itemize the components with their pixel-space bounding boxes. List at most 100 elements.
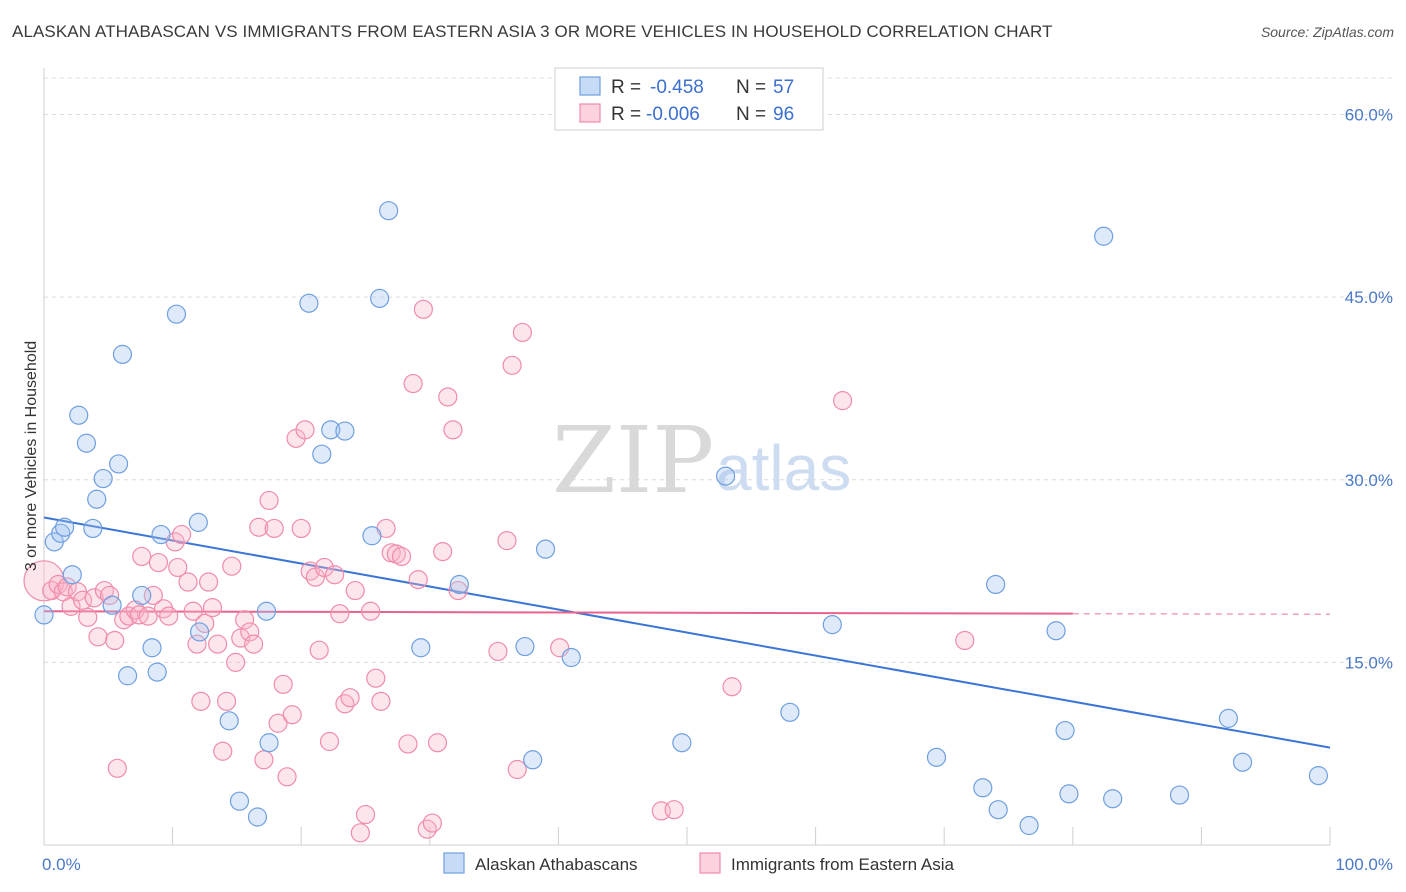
watermark-atlas: atlas	[716, 432, 851, 504]
point-alaskan-athabascans	[62, 565, 82, 585]
point-alaskan-athabascans	[1169, 785, 1190, 805]
point-alaskan-athabascans	[93, 468, 113, 489]
point-alaskan-athabascans	[54, 517, 75, 537]
point-immigrants-from-eastern-asia	[84, 588, 104, 608]
bottom-legend: Alaskan Athabascans Immigrants from East…	[443, 852, 955, 874]
trend-line-alaskan-athabascans	[43, 516, 1331, 749]
point-immigrants-from-eastern-asia	[507, 759, 527, 780]
y-tick-label-0: 15.0%	[1345, 653, 1393, 672]
point-immigrants-from-eastern-asia	[187, 634, 207, 654]
point-immigrants-from-eastern-asia	[217, 691, 237, 711]
point-immigrants-from-eastern-asia	[57, 577, 77, 597]
legend-r-value-2: -0.006	[646, 104, 700, 125]
point-immigrants-from-eastern-asia	[132, 546, 152, 567]
point-immigrants-from-eastern-asia	[178, 572, 198, 592]
y-tick-labels: 15.0% 30.0% 45.0% 60.0%	[1345, 106, 1393, 673]
point-alaskan-athabascans	[117, 666, 138, 686]
point-alaskan-athabascans	[321, 420, 341, 440]
point-alaskan-athabascans	[411, 638, 431, 658]
point-alaskan-athabascans	[108, 454, 129, 474]
bottom-legend-label-1: Alaskan Athabascans	[475, 855, 638, 874]
point-immigrants-from-eastern-asia	[371, 691, 391, 711]
point-alaskan-athabascans	[780, 702, 800, 722]
point-immigrants-from-eastern-asia	[398, 734, 418, 754]
point-alaskan-athabascans	[1103, 789, 1123, 809]
point-immigrants-from-eastern-asia	[222, 556, 242, 576]
point-alaskan-athabascans	[449, 574, 469, 595]
point-immigrants-from-eastern-asia	[172, 524, 192, 545]
point-alaskan-athabascans	[256, 601, 277, 621]
point-alaskan-athabascans	[523, 750, 543, 770]
point-immigrants-from-eastern-asia	[488, 641, 508, 662]
point-alaskan-athabascans	[1094, 226, 1114, 246]
legend-r-label-1: R =	[611, 77, 641, 98]
series-immigrants-from-eastern-asia	[23, 299, 975, 843]
axes	[43, 68, 1331, 846]
point-alaskan-athabascans	[973, 778, 993, 798]
point-immigrants-from-eastern-asia	[512, 322, 532, 343]
point-immigrants-from-eastern-asia	[833, 391, 853, 411]
point-immigrants-from-eastern-asia	[226, 652, 246, 672]
point-alaskan-athabascans	[379, 201, 399, 221]
point-alaskan-athabascans	[362, 526, 382, 546]
point-alaskan-athabascans	[988, 800, 1008, 820]
point-immigrants-from-eastern-asia	[235, 610, 255, 630]
chart-title: ALASKAN ATHABASCAN VS IMMIGRANTS FROM EA…	[12, 22, 1053, 41]
point-alaskan-athabascans	[259, 733, 279, 753]
point-immigrants-from-eastern-asia	[259, 490, 279, 511]
point-alaskan-athabascans	[188, 512, 208, 532]
legend-r-label-2: R =	[611, 104, 641, 125]
point-alaskan-athabascans	[715, 466, 736, 486]
point-alaskan-athabascans	[561, 647, 581, 668]
point-immigrants-from-eastern-asia	[143, 585, 163, 606]
point-immigrants-from-eastern-asia	[443, 420, 463, 440]
point-immigrants-from-eastern-asia	[722, 677, 742, 697]
point-immigrants-from-eastern-asia	[361, 601, 381, 621]
point-immigrants-from-eastern-asia	[325, 565, 345, 585]
series-alaskan-athabascans	[34, 201, 1329, 836]
point-immigrants-from-eastern-asia	[78, 607, 98, 627]
point-immigrants-from-eastern-asia	[148, 552, 169, 573]
x-tick-label-0: 0.0%	[42, 855, 81, 874]
point-immigrants-from-eastern-asia	[350, 823, 370, 843]
point-alaskan-athabascans	[1218, 708, 1239, 728]
point-immigrants-from-eastern-asia	[422, 813, 442, 833]
y-axis-label: 3 or more Vehicles in Household	[23, 341, 40, 571]
point-immigrants-from-eastern-asia	[282, 705, 302, 725]
point-immigrants-from-eastern-asia	[168, 557, 188, 578]
point-alaskan-athabascans	[219, 711, 239, 731]
point-alaskan-athabascans	[190, 622, 210, 642]
point-immigrants-from-eastern-asia	[417, 819, 437, 839]
trend-lines	[43, 516, 1331, 749]
point-alaskan-athabascans	[83, 518, 103, 539]
point-immigrants-from-eastern-asia	[249, 517, 269, 537]
point-alaskan-athabascans	[1055, 720, 1075, 741]
point-immigrants-from-eastern-asia	[264, 518, 284, 539]
point-immigrants-from-eastern-asia	[314, 557, 334, 578]
point-immigrants-from-eastern-asia	[386, 544, 406, 564]
trend-line-extension-immigrants-from-eastern-asia	[1072, 612, 1331, 616]
x-tick-label-1: 100.0%	[1335, 855, 1393, 874]
point-immigrants-from-eastern-asia	[300, 561, 320, 581]
point-immigrants-from-eastern-asia	[191, 691, 211, 711]
x-tick-labels: 0.0% 100.0%	[42, 855, 1393, 874]
point-alaskan-athabascans	[229, 791, 250, 811]
source-label: Source: ZipAtlas.com	[1260, 24, 1394, 40]
trend-line-immigrants-from-eastern-asia	[43, 610, 1073, 615]
point-immigrants-from-eastern-asia	[366, 668, 386, 688]
legend-n-label-2: N =	[736, 104, 766, 125]
bottom-legend-swatch-blue	[443, 852, 465, 874]
point-immigrants-from-eastern-asia	[240, 622, 260, 642]
point-alaskan-athabascans	[822, 615, 842, 635]
point-immigrants-from-eastern-asia	[202, 597, 223, 618]
point-alaskan-athabascans	[370, 288, 390, 308]
point-alaskan-athabascans	[1308, 766, 1329, 786]
point-immigrants-from-eastern-asia	[438, 387, 458, 407]
point-alaskan-athabascans	[87, 489, 107, 509]
legend-n-value-1: 57	[773, 77, 794, 98]
point-immigrants-from-eastern-asia	[208, 634, 228, 654]
y-tick-label-2: 45.0%	[1345, 288, 1393, 307]
y-tick-label-3: 60.0%	[1345, 106, 1393, 125]
point-immigrants-from-eastern-asia	[403, 373, 423, 394]
